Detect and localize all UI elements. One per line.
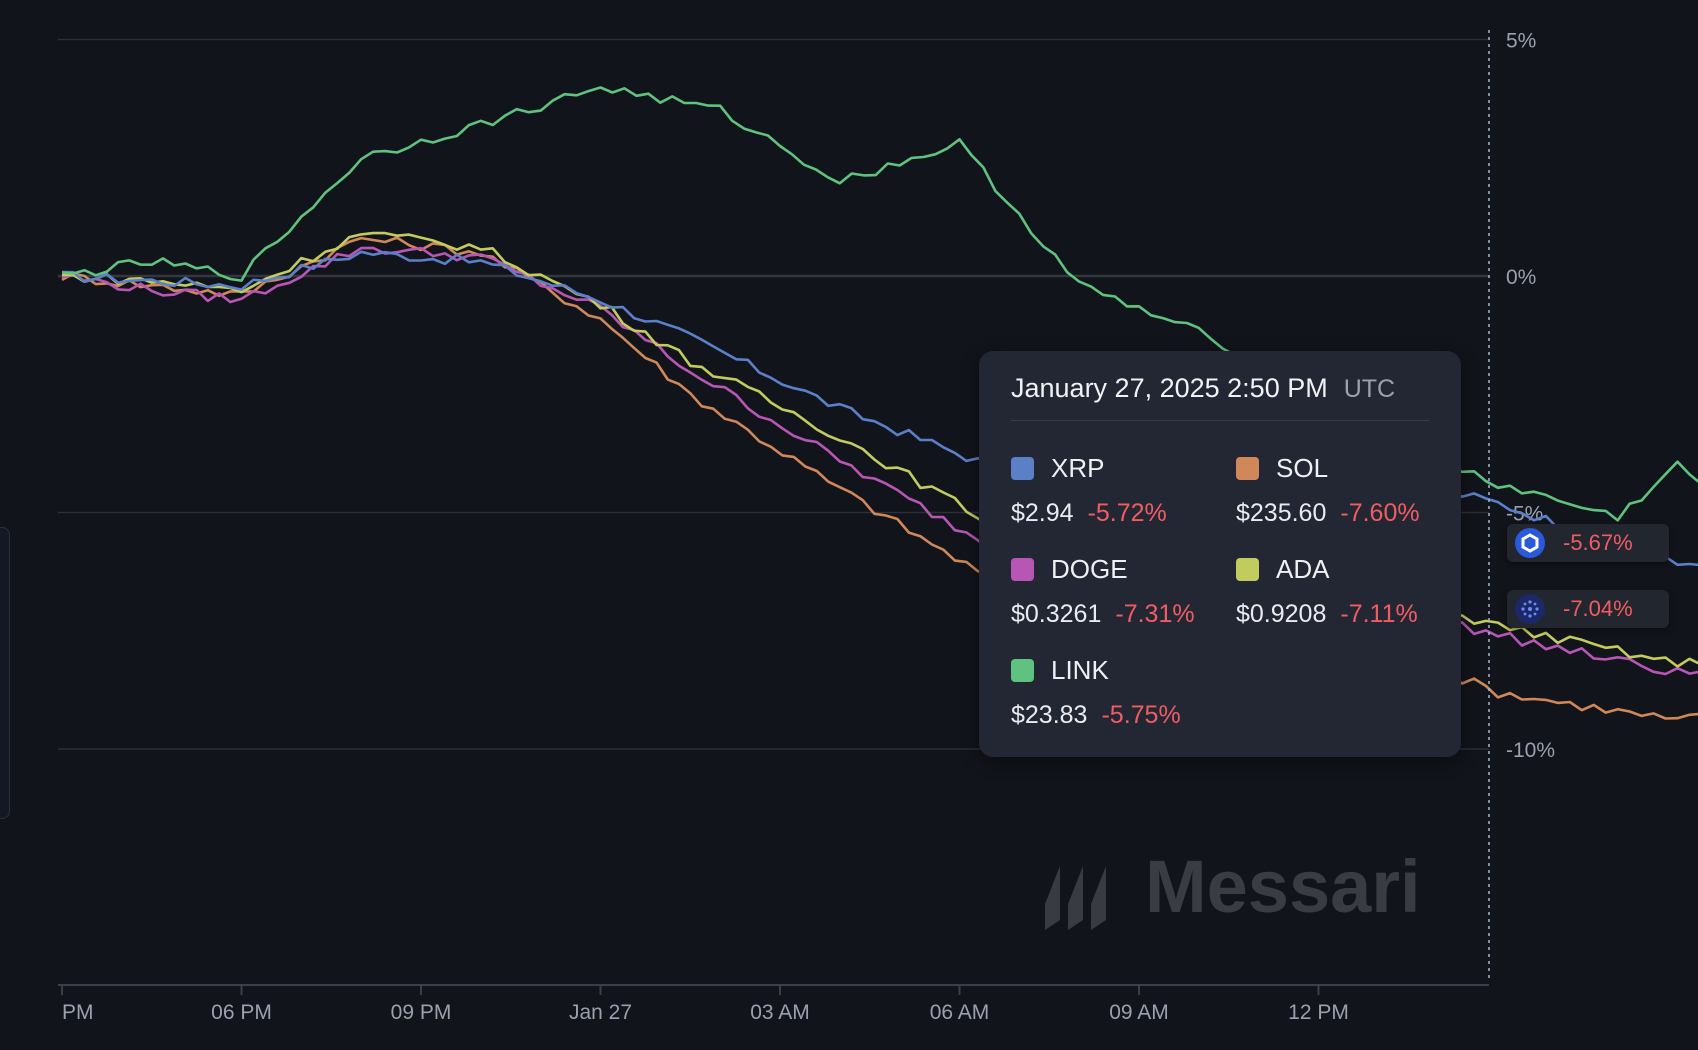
series-lines <box>61 86 1698 720</box>
hover-tooltip: January 27, 2025 2:50 PM UTC XRP $2.94 -5… <box>979 351 1461 757</box>
tooltip-item-sol: SOL $235.60 -7.60% <box>1236 451 1436 552</box>
svg-text:Messari: Messari <box>1145 845 1421 928</box>
tooltip-timezone: UTC <box>1343 375 1396 403</box>
tooltip-item-doge: DOGE $0.3261 -7.31% <box>1011 552 1236 653</box>
tooltip-item-name: ADA <box>1276 553 1330 584</box>
sol-swatch <box>1236 456 1259 480</box>
tooltip-item-price: $235.60 <box>1236 499 1327 527</box>
end-label-value: -7.04% <box>1563 596 1633 621</box>
tooltip-date: January 27, 2025 2:50 PM <box>1011 373 1328 403</box>
x-tick-label: Jan 27 <box>569 1001 632 1024</box>
tooltip-item-change: -7.11% <box>1340 600 1418 628</box>
tooltip-item-change: -7.31% <box>1115 600 1195 628</box>
tooltip-item-price: $0.3261 <box>1011 600 1102 628</box>
x-tick-label: 09 AM <box>1109 1001 1169 1024</box>
x-axis: PM 06 PM 09 PM Jan 27 03 AM 06 AM 09 AM 12 PM <box>58 984 1489 1024</box>
tooltip-item-name: XRP <box>1051 452 1105 483</box>
link-swatch <box>1011 658 1034 682</box>
series-line-ada <box>61 231 1698 668</box>
x-tick-label: 06 PM <box>211 1001 272 1024</box>
y-tick-label: 5% <box>1506 30 1536 53</box>
y-tick-label: 0% <box>1506 266 1536 289</box>
end-label-ada: -7.04% <box>1507 590 1669 628</box>
x-tick-label: 12 PM <box>1288 1001 1349 1024</box>
tooltip-item-price: $2.94 <box>1011 499 1074 527</box>
tooltip-item-change: -5.75% <box>1101 701 1181 729</box>
x-tick-label: PM <box>62 1001 94 1024</box>
y-axis: 5%0%-5%-10% <box>1506 30 1555 763</box>
series-line-xrp <box>61 250 1698 567</box>
tooltip-item-change: -7.60% <box>1340 499 1420 527</box>
tooltip-item-ada: ADA $0.9208 -7.11% <box>1236 552 1436 653</box>
xrp-swatch <box>1011 456 1034 480</box>
x-tick-label: 09 PM <box>391 1001 452 1024</box>
tooltip-item-price: $0.9208 <box>1236 600 1327 628</box>
tooltip-items: XRP $2.94 -5.72% SOL $235.60 -7.60% DOGE $… <box>1011 451 1429 754</box>
cardano-icon <box>1515 594 1545 624</box>
tooltip-item-xrp: XRP $2.94 -5.72% <box>1011 451 1236 552</box>
series-line-link <box>61 86 1698 522</box>
ada-swatch <box>1236 557 1259 581</box>
tooltip-header: January 27, 2025 2:50 PM UTC <box>1011 373 1429 421</box>
tooltip-item-name: DOGE <box>1051 553 1128 584</box>
messari-watermark: Messari <box>1045 845 1421 930</box>
chainlink-icon <box>1515 528 1545 558</box>
tooltip-item-name: LINK <box>1051 654 1109 685</box>
tooltip-item-price: $23.83 <box>1011 701 1088 729</box>
x-tick-label: 06 AM <box>930 1001 990 1024</box>
tooltip-item-change: -5.72% <box>1087 499 1167 527</box>
tooltip-item-link: LINK $23.83 -5.75% <box>1011 653 1236 754</box>
doge-swatch <box>1011 557 1034 581</box>
y-tick-label: -10% <box>1506 739 1555 762</box>
end-label-value: -5.67% <box>1563 530 1633 555</box>
tooltip-item-name: SOL <box>1276 452 1329 483</box>
end-label-link: -5.67% <box>1507 524 1669 562</box>
x-tick-label: 03 AM <box>750 1001 810 1024</box>
series-line-doge <box>61 246 1698 676</box>
